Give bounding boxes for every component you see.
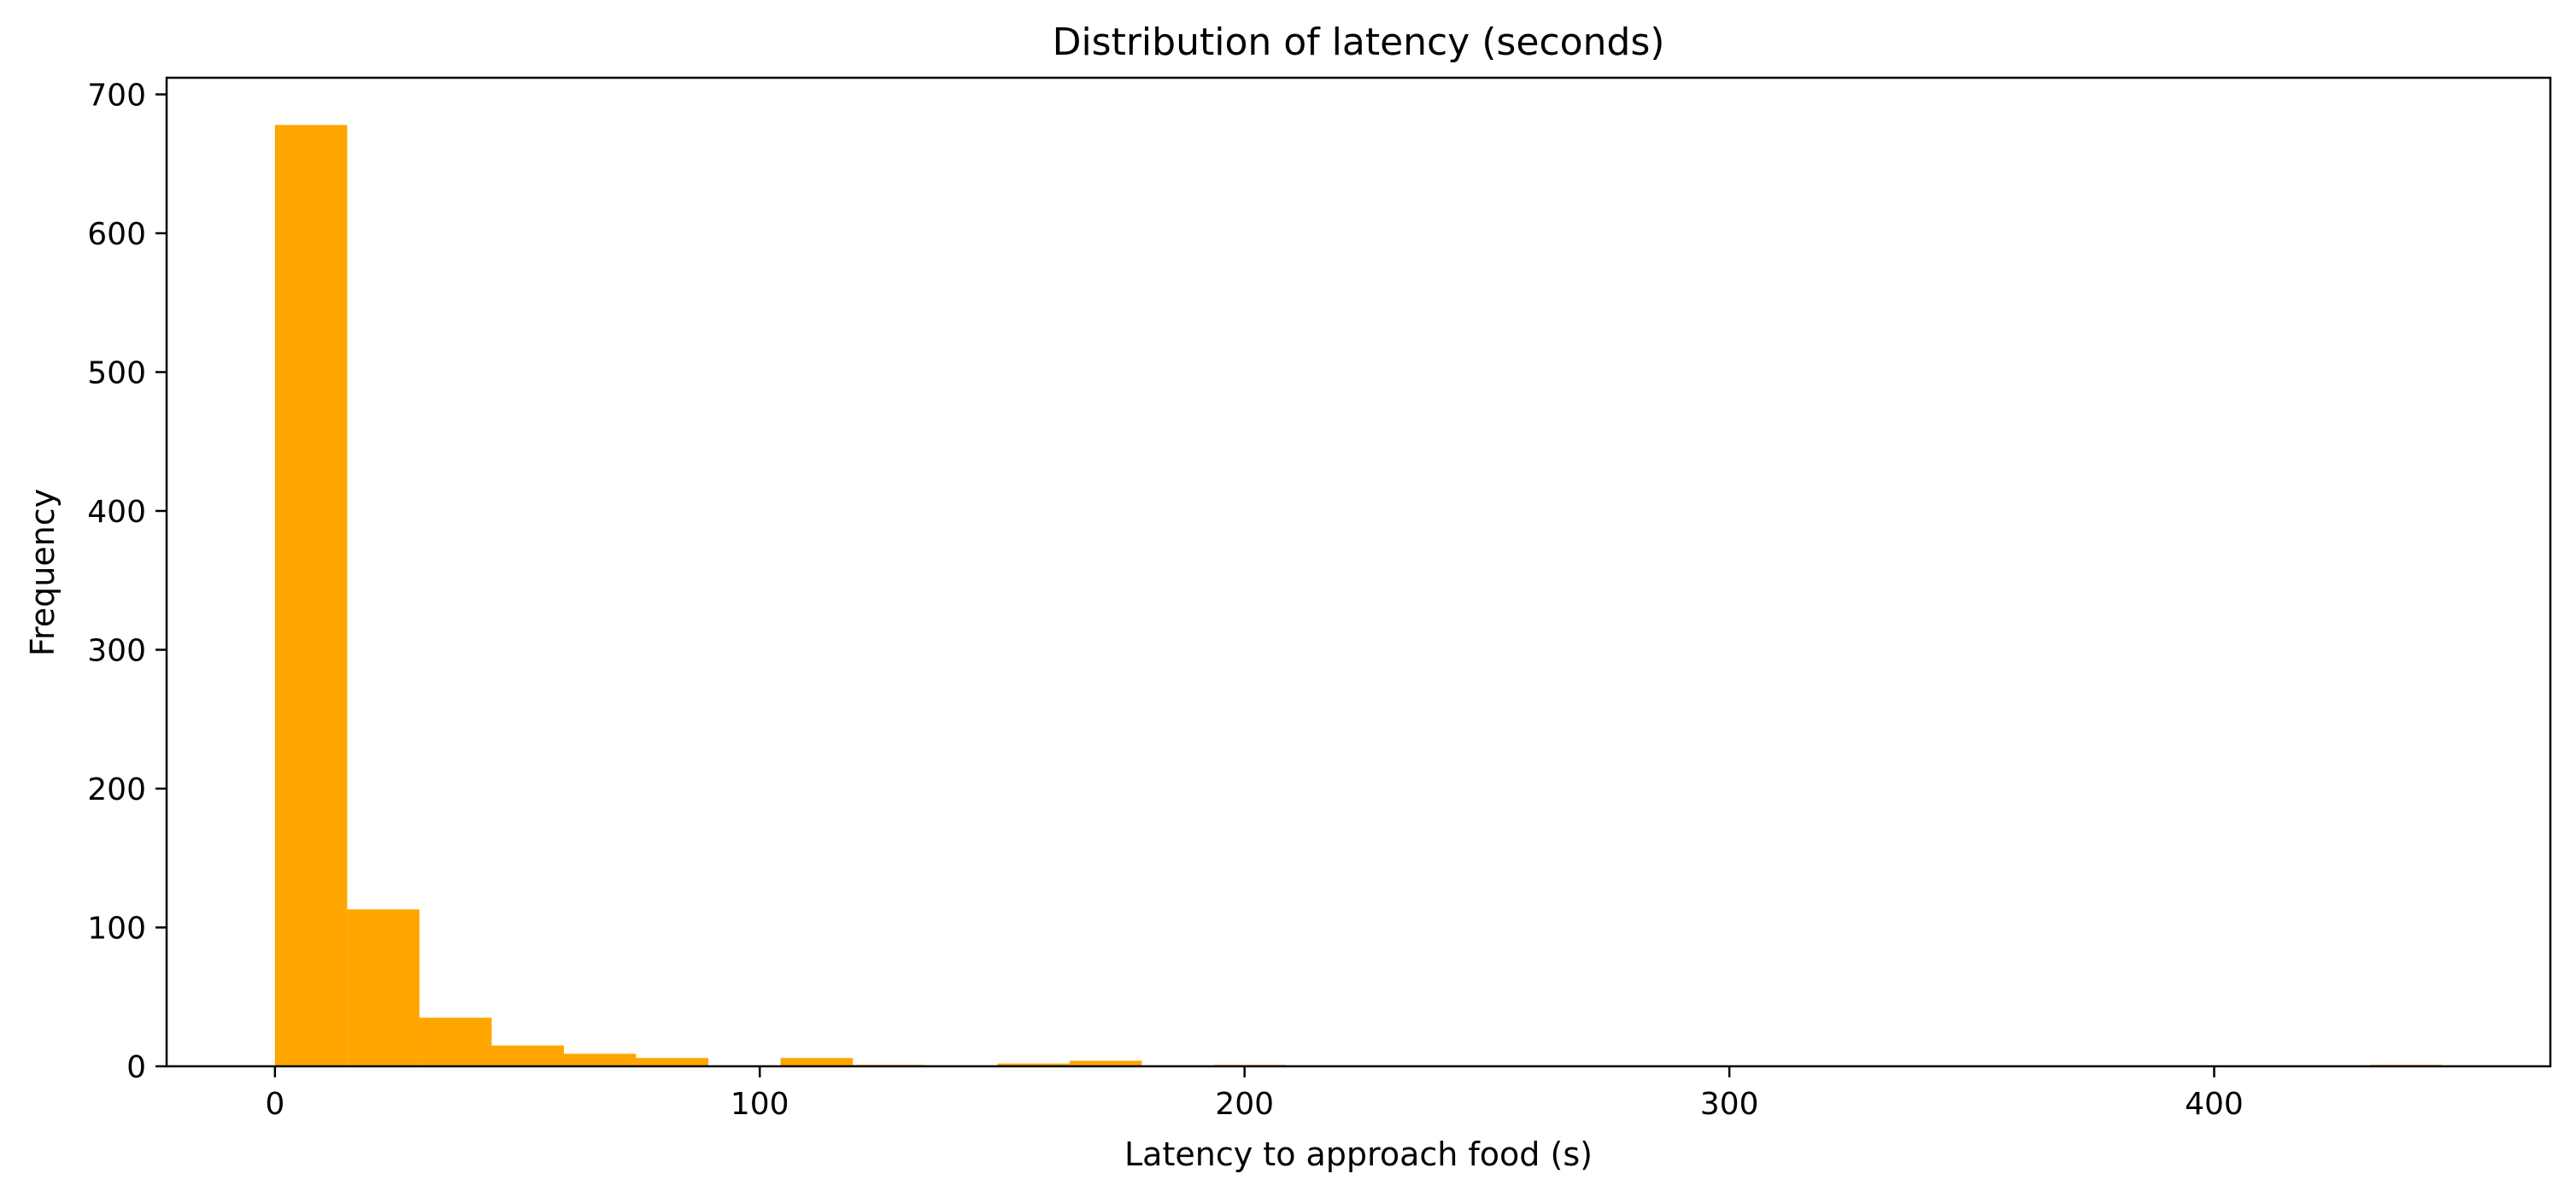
x-tick-label: 200 <box>1215 1087 1274 1122</box>
x-axis-label: Latency to approach food (s) <box>1124 1136 1593 1173</box>
x-tick-label: 300 <box>1700 1087 1759 1122</box>
histogram-bar-1 <box>347 909 420 1066</box>
x-axis: 0 100 200 300 400 <box>265 1066 2244 1122</box>
x-tick-label: 100 <box>731 1087 789 1122</box>
chart-title: Distribution of latency (seconds) <box>1053 21 1665 64</box>
histogram-bar-7 <box>780 1058 854 1066</box>
histogram-bar-11 <box>1069 1060 1142 1066</box>
histogram-bar-4 <box>564 1053 637 1066</box>
y-axis-label: Frequency <box>24 489 62 656</box>
y-tick-label: 700 <box>87 79 146 114</box>
histogram-bar-10 <box>997 1063 1070 1066</box>
y-tick-label: 600 <box>87 217 146 252</box>
x-tick-label: 0 <box>265 1087 285 1122</box>
plot-frame <box>165 76 2552 1068</box>
y-tick-label: 400 <box>87 495 146 530</box>
histogram-bar-2 <box>419 1018 492 1066</box>
y-tick-label: 0 <box>126 1050 146 1085</box>
y-tick-label: 100 <box>87 912 146 947</box>
y-tick-label: 500 <box>87 356 146 391</box>
histogram-bar-5 <box>636 1058 709 1066</box>
histogram-bar-3 <box>491 1045 564 1066</box>
histogram-bar-0 <box>274 125 348 1066</box>
y-tick-label: 300 <box>87 634 146 669</box>
bars-layer <box>274 125 2443 1066</box>
y-tick-label: 200 <box>87 772 146 807</box>
y-axis: 0 100 200 300 400 500 600 700 <box>87 79 167 1085</box>
x-tick-label: 400 <box>2185 1087 2244 1122</box>
